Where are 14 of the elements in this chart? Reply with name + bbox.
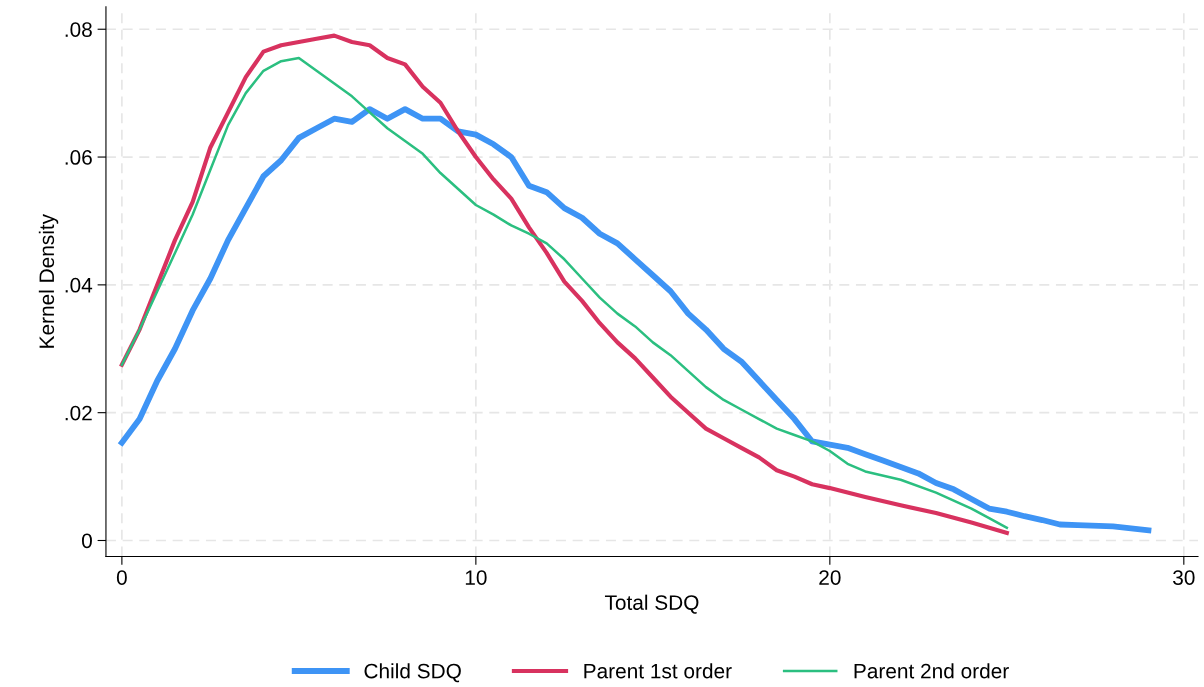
y-tick-label: .08 [65,22,92,37]
x-axis-title: Total SDQ [604,594,699,614]
y-tick-label: .04 [65,277,93,293]
y-tick-label: .02 [65,405,92,421]
legend-label: Parent 1st order [584,663,732,679]
y-tick-label: .06 [65,150,92,165]
y-axis-title: Kernel Density [38,213,59,348]
x-tick-label: 10 [465,570,487,585]
x-tick-label: 0 [116,570,127,585]
legend-label: Child SDQ [364,663,461,683]
y-tick-label: 0 [81,533,92,549]
x-tick-label: 20 [819,570,841,585]
x-tick-label: 30 [1173,570,1195,585]
legend-label: Parent 2nd order [854,663,1009,679]
